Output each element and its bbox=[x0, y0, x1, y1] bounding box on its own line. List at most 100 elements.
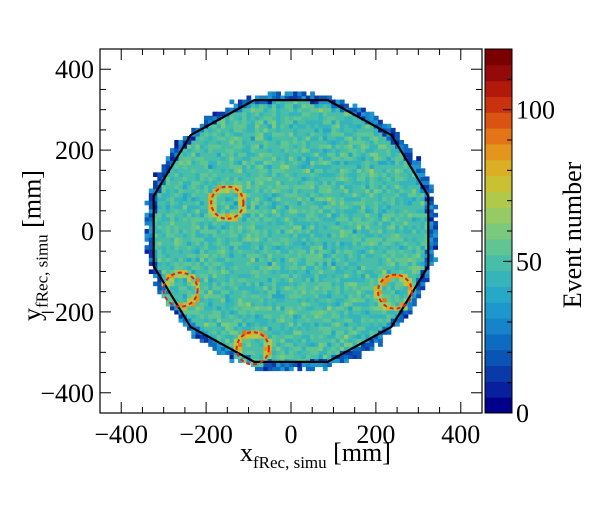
heatmap-bin bbox=[284, 140, 290, 145]
heatmap-bin bbox=[373, 245, 379, 250]
heatmap-bin bbox=[301, 293, 307, 299]
heatmap-bin bbox=[369, 253, 375, 258]
heatmap-bin bbox=[305, 313, 311, 319]
heatmap-bin bbox=[237, 123, 243, 129]
heatmap-bin bbox=[174, 184, 180, 190]
heatmap-bin bbox=[322, 156, 328, 161]
heatmap-bin bbox=[254, 313, 260, 319]
heatmap-bin bbox=[229, 123, 235, 129]
heatmap-bin bbox=[301, 99, 307, 105]
heatmap-bin bbox=[344, 172, 349, 177]
heatmap-bin bbox=[212, 326, 218, 331]
heatmap-bin bbox=[318, 261, 324, 266]
heatmap-bin bbox=[263, 208, 269, 214]
heatmap-bin bbox=[242, 301, 248, 307]
heatmap-bin bbox=[322, 297, 328, 303]
heatmap-bin bbox=[403, 200, 409, 206]
heatmap-bin bbox=[220, 233, 226, 238]
heatmap-bin bbox=[361, 297, 366, 303]
heatmap-bin bbox=[339, 237, 345, 242]
heatmap-bin bbox=[297, 245, 303, 250]
heatmap-bin bbox=[203, 317, 209, 323]
heatmap-bin bbox=[403, 293, 409, 299]
heatmap-bin bbox=[263, 200, 269, 206]
heatmap-bin bbox=[339, 354, 345, 359]
y-axis-title: yfRec, simu [mm] bbox=[17, 170, 52, 321]
heatmap-bin bbox=[378, 224, 383, 230]
heatmap-bin bbox=[216, 144, 222, 149]
heatmap-bin bbox=[382, 293, 388, 299]
heatmap-bin bbox=[229, 241, 235, 246]
heatmap-bin bbox=[187, 196, 192, 202]
heatmap-bin bbox=[174, 164, 180, 169]
heatmap-bin bbox=[344, 322, 349, 327]
heatmap-bin bbox=[356, 208, 362, 214]
heatmap-bin bbox=[365, 346, 371, 351]
heatmap-bin bbox=[390, 196, 396, 202]
heatmap-bin bbox=[271, 135, 277, 141]
heatmap-bin bbox=[314, 233, 320, 238]
heatmap-bin bbox=[229, 253, 235, 258]
heatmap-bin bbox=[276, 358, 281, 364]
heatmap-bin bbox=[263, 257, 269, 262]
heatmap-bin bbox=[229, 140, 235, 145]
heatmap-bin bbox=[288, 156, 294, 161]
heatmap-bin bbox=[187, 212, 192, 218]
heatmap-bin bbox=[344, 253, 349, 258]
heatmap-bin bbox=[361, 228, 366, 234]
heatmap-bin bbox=[208, 220, 214, 226]
heatmap-bin bbox=[237, 111, 243, 117]
heatmap-bin bbox=[386, 216, 392, 222]
heatmap-bin bbox=[378, 220, 383, 226]
heatmap-bin bbox=[263, 285, 269, 291]
heatmap-bin bbox=[233, 293, 239, 299]
heatmap-bin bbox=[263, 204, 269, 210]
heatmap-bin bbox=[373, 180, 379, 186]
heatmap-bin bbox=[174, 305, 180, 311]
heatmap-bin bbox=[276, 188, 281, 194]
heatmap-bin bbox=[352, 245, 358, 250]
heatmap-bin bbox=[191, 330, 197, 335]
heatmap-bin bbox=[327, 301, 332, 307]
heatmap-bin bbox=[271, 245, 277, 250]
heatmap-bin bbox=[233, 326, 239, 331]
heatmap-bin bbox=[220, 196, 226, 202]
heatmap-bin bbox=[407, 273, 413, 279]
heatmap-bin bbox=[331, 350, 337, 355]
x-tick-label: −400 bbox=[94, 420, 148, 449]
color-bar-segment bbox=[485, 270, 512, 287]
heatmap-bin bbox=[280, 115, 286, 121]
heatmap-bin bbox=[339, 135, 345, 141]
heatmap-bin bbox=[305, 111, 311, 117]
heatmap-bin bbox=[182, 273, 188, 279]
heatmap-bin bbox=[301, 261, 307, 266]
heatmap-bin bbox=[148, 212, 154, 218]
heatmap-bin bbox=[310, 277, 315, 283]
heatmap-bin bbox=[216, 350, 222, 355]
heatmap-bin bbox=[157, 192, 163, 198]
heatmap-bin bbox=[237, 115, 243, 121]
heatmap-bin bbox=[356, 305, 362, 311]
heatmap-bin bbox=[428, 196, 434, 202]
heatmap-bin bbox=[293, 326, 298, 331]
heatmap-bin bbox=[280, 208, 286, 214]
heatmap-bin bbox=[203, 293, 209, 299]
heatmap-bin bbox=[195, 277, 201, 283]
heatmap-bin bbox=[318, 313, 324, 319]
heatmap-bin bbox=[229, 180, 235, 186]
heatmap-bin bbox=[335, 220, 341, 226]
heatmap-bin bbox=[267, 168, 273, 173]
heatmap-bin bbox=[254, 285, 260, 291]
heatmap-bin bbox=[386, 249, 392, 254]
heatmap-bin bbox=[254, 289, 260, 295]
heatmap-bin bbox=[284, 200, 290, 206]
heatmap-bin bbox=[361, 148, 366, 153]
heatmap-bin bbox=[378, 293, 383, 299]
heatmap-bin bbox=[344, 123, 349, 129]
heatmap-bin bbox=[229, 176, 235, 182]
heatmap-bin bbox=[225, 180, 231, 186]
heatmap-bin bbox=[407, 172, 413, 177]
heatmap-bin bbox=[225, 297, 231, 303]
heatmap-bin bbox=[195, 269, 201, 275]
heatmap-bin bbox=[297, 127, 303, 133]
